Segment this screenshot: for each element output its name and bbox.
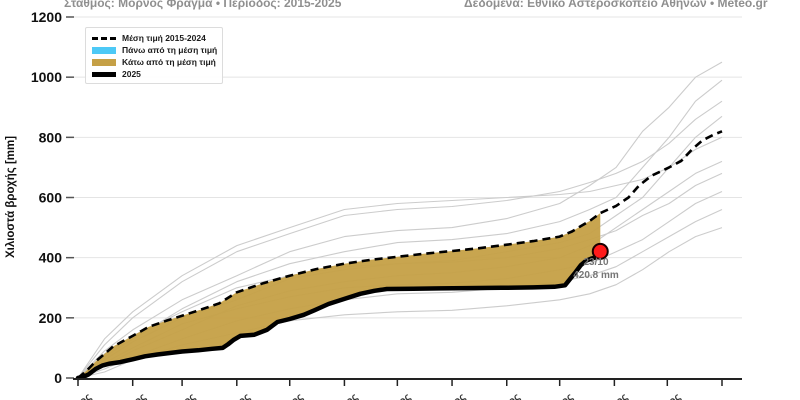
- x-tick-label: Ιούλιος: [377, 391, 413, 400]
- x-tick-label: Μάρτιος: [158, 391, 198, 400]
- y-tick-label: 0: [54, 370, 62, 386]
- legend-label-above: Πάνω από τη μέση τιμή: [122, 45, 218, 55]
- legend-item-below-mean: Κάτω από τη μέση τιμή: [92, 56, 216, 68]
- legend-item-mean: Μέση τιμή 2015-2024: [92, 32, 216, 44]
- y-tick-label: 600: [39, 190, 63, 206]
- current-value-marker: [591, 242, 609, 260]
- thick-line-swatch: [92, 71, 116, 77]
- x-tick-label: Δεκέμβριος: [631, 391, 684, 400]
- legend-label-below: Κάτω από τη μέση τιμή: [122, 57, 216, 67]
- legend-item-2025: 2025: [92, 68, 216, 80]
- year-line-1: [77, 61, 723, 379]
- year-line-5: [77, 136, 723, 379]
- y-tick-label: 800: [39, 129, 63, 145]
- current-year-line: [75, 249, 603, 381]
- x-tick-label: Οκτώβριος: [525, 391, 576, 400]
- x-tick-label: Ιανουάριος: [43, 391, 95, 400]
- above-mean-swatch: [92, 46, 116, 54]
- marker-annotation: 23/10 420.8 mm: [552, 256, 640, 282]
- dashed-line-swatch: [92, 36, 116, 40]
- y-tick-label: 400: [39, 250, 63, 266]
- below-mean-swatch: [92, 58, 116, 66]
- y-axis-title: Χιλιοστά βροχής [mm]: [5, 136, 17, 258]
- y-tick-label: 1200: [31, 9, 62, 25]
- year-line-2: [77, 79, 723, 379]
- year-line-3: [77, 100, 723, 379]
- legend: Μέση τιμή 2015-2024 Πάνω από τη μέση τιμ…: [85, 27, 223, 84]
- x-tick-label: Νοέμβριος: [581, 391, 630, 400]
- x-tick-label: Αύγουστος: [417, 391, 469, 400]
- legend-label-2025: 2025: [122, 69, 141, 79]
- x-tick-label: Μάιος: [275, 391, 306, 400]
- legend-item-above-mean: Πάνω από τη μέση τιμή: [92, 44, 218, 56]
- year-line-10: [77, 227, 723, 379]
- station-title: Σταθμός: Μόρνος Φράγμα • Περίοδος: 2015-…: [64, 0, 342, 10]
- mean-line: [77, 130, 723, 379]
- data-source-title: Δεδομένα: Εθνικό Αστεροσκοπείο Αθηνών • …: [464, 0, 768, 10]
- x-tick-label: Ιούνιος: [324, 391, 360, 400]
- y-tick-label: 1000: [31, 69, 62, 85]
- marker-value: 420.8 mm: [573, 270, 619, 281]
- x-tick-label: Απρίλιος: [209, 391, 253, 400]
- legend-label-mean: Μέση τιμή 2015-2024: [122, 33, 206, 43]
- x-tick-label: Σεπτέμβριος: [466, 391, 523, 400]
- below-mean-band: [78, 213, 601, 378]
- marker-date: 23/10: [583, 257, 609, 268]
- y-tick-label: 200: [39, 310, 63, 326]
- x-tick-label: Φεβρουάριος: [89, 391, 149, 400]
